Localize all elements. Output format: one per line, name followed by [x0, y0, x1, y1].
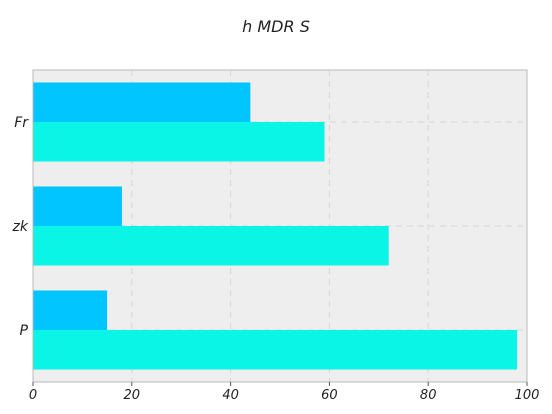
bar-P-series-2 — [33, 290, 108, 330]
bar-Fr-series-1 — [33, 122, 325, 162]
x-tick-label-40: 40 — [222, 388, 239, 403]
chart-title: h MDR S — [242, 17, 310, 36]
x-tick-label-100: 100 — [515, 388, 540, 403]
y-tick-label-Fr: Fr — [14, 115, 29, 131]
x-tick-label-20: 20 — [124, 388, 141, 403]
x-tick-label-80: 80 — [420, 388, 437, 403]
x-tick-label-0: 0 — [29, 388, 37, 403]
x-tick-label-60: 60 — [321, 388, 338, 403]
y-tick-label-P: P — [20, 323, 29, 339]
plot-frame — [32, 69, 528, 383]
bar-zk-series-1 — [33, 226, 389, 266]
bars — [33, 82, 518, 370]
bar-Fr-series-2 — [33, 82, 251, 122]
y-tick-label-zk: zk — [12, 219, 29, 235]
bar-P-series-1 — [33, 330, 518, 370]
bar-zk-series-2 — [33, 186, 122, 226]
tick-labels: Pzk Fr 0 20 40 60 80 100 — [12, 115, 540, 403]
